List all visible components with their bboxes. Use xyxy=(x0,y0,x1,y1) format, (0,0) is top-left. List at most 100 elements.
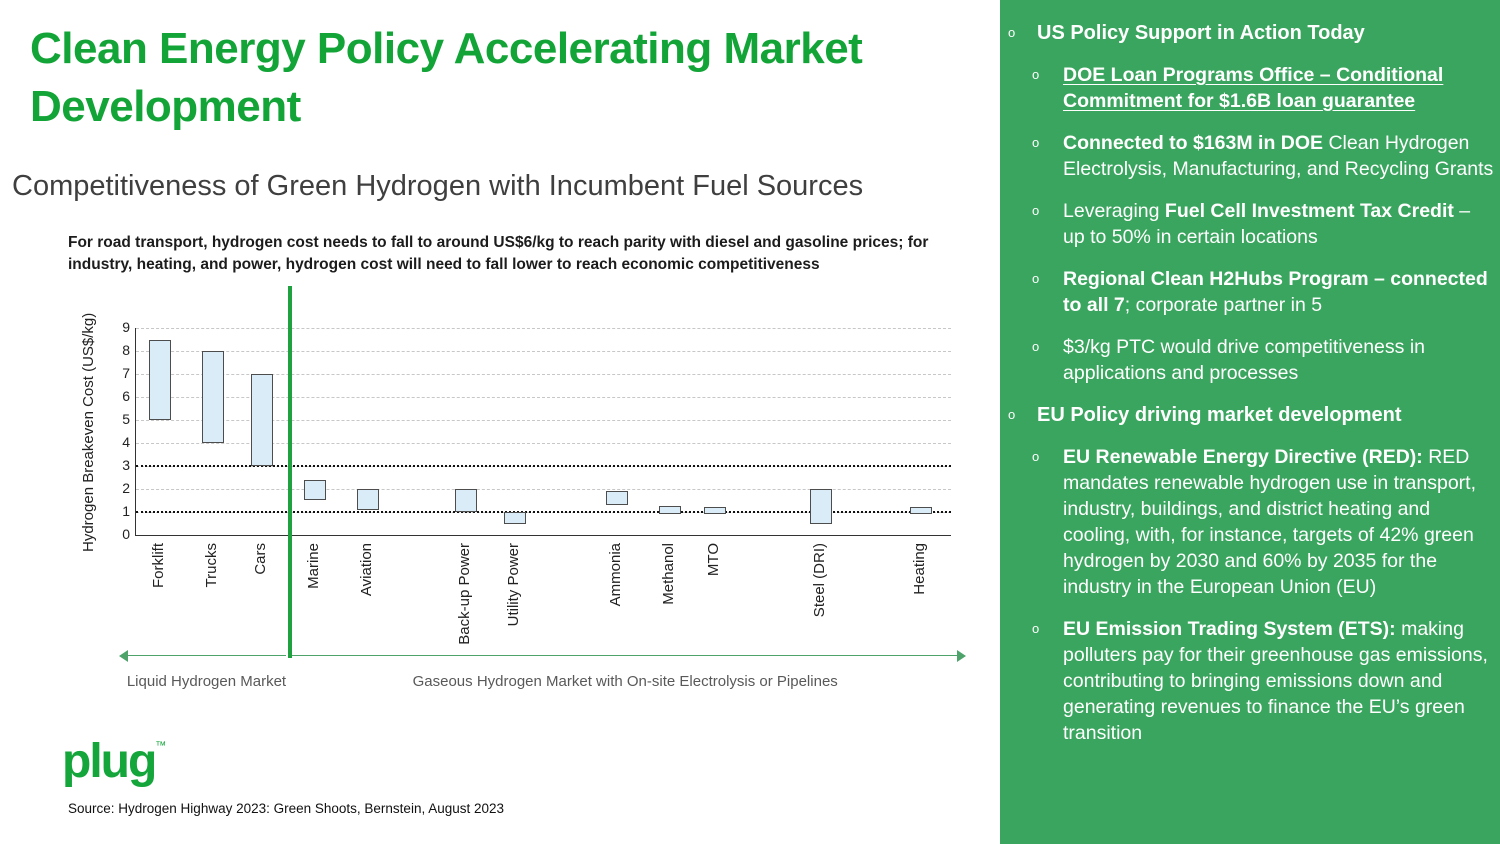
range-bar xyxy=(503,512,526,524)
bullet-item: o EU Policy driving market development xyxy=(1008,402,1494,428)
range-bar xyxy=(909,507,932,515)
threshold-line xyxy=(136,511,951,513)
threshold-line xyxy=(136,465,951,467)
bullet-marker-icon: o xyxy=(1008,25,1016,40)
bullet-text: Leveraging Fuel Cell Investment Tax Cred… xyxy=(1063,198,1494,250)
category-label: Steel (DRI) xyxy=(810,543,828,618)
bullet-marker-icon: o xyxy=(1032,271,1040,286)
bullet-item: o Regional Clean H2Hubs Program – connect… xyxy=(1032,266,1494,318)
range-bar xyxy=(149,339,172,420)
range-bar xyxy=(658,506,681,515)
bullet-text-segment: ; corporate partner in 5 xyxy=(1124,294,1323,316)
gridline xyxy=(136,489,951,490)
bullet-marker-icon: o xyxy=(1032,67,1040,82)
bullet-marker-icon: o xyxy=(1032,621,1040,636)
arrowhead-icon xyxy=(957,650,967,662)
bullet-marker-icon: o xyxy=(1032,449,1040,464)
bullet-marker-icon: o xyxy=(1032,135,1040,150)
bullet-text-segment: Connected to $163M in DOE xyxy=(1063,132,1329,154)
bullet-text: EU Emission Trading System (ETS): making… xyxy=(1063,616,1494,746)
chart-caption: For road transport, hydrogen cost needs … xyxy=(68,234,929,274)
range-bar xyxy=(357,489,380,510)
y-tick-label: 7 xyxy=(122,365,130,381)
gridline xyxy=(136,374,951,375)
y-tick-label: 5 xyxy=(122,411,130,427)
bullet-text-segment: EU Policy driving market development xyxy=(1037,404,1402,426)
category-label: Utility Power xyxy=(504,543,522,627)
chart-section-heading: Competitiveness of Green Hydrogen with I… xyxy=(12,170,864,202)
gridline xyxy=(136,328,951,329)
plug-logo: plug™ xyxy=(62,738,166,786)
bullet-text-segment: Regional Clean H2Hubs Program – connecte… xyxy=(1063,268,1488,316)
market-arrow xyxy=(126,655,286,656)
category-label: Forklift xyxy=(150,543,168,588)
category-label: Heating xyxy=(910,543,928,595)
bullet-text-segment: EU Emission Trading System (ETS): xyxy=(1063,618,1396,640)
plug-logo-text: plug xyxy=(62,735,157,788)
category-label: Trucks xyxy=(203,543,221,588)
bullet-text-segment: $3/kg PTC would drive competitiveness in… xyxy=(1063,336,1425,384)
policy-panel: o US Policy Support in Action Today o DOE L… xyxy=(1000,0,1500,844)
category-label: Methanol xyxy=(659,543,677,605)
y-tick-label: 1 xyxy=(122,503,130,519)
bullet-text: DOE Loan Programs Office – Conditional C… xyxy=(1063,62,1494,114)
bullet-item: o EU Emission Trading System (ETS): makin… xyxy=(1032,616,1494,746)
y-tick-label: 2 xyxy=(122,480,130,496)
y-tick-label: 0 xyxy=(122,526,130,542)
y-axis-label: Hydrogen Breakeven Cost (US$/kg) xyxy=(80,312,97,552)
category-label: Marine xyxy=(305,543,323,589)
gridline xyxy=(136,420,951,421)
range-bar xyxy=(455,489,478,512)
range-bar xyxy=(304,479,327,501)
bullet-text: US Policy Support in Action Today xyxy=(1037,20,1365,46)
range-bar xyxy=(605,491,628,506)
bullet-text-segment: Clean Hydrogen Electrolysis, Manufacturi… xyxy=(1063,132,1494,180)
y-tick-label: 3 xyxy=(122,457,130,473)
range-bar xyxy=(809,489,832,524)
bullet-item: o $3/kg PTC would drive competitiveness i… xyxy=(1032,334,1494,386)
range-bar xyxy=(202,351,225,443)
source-note: Source: Hydrogen Highway 2023: Green Sho… xyxy=(68,801,505,816)
policy-bullet-list: o US Policy Support in Action Today o DOE L… xyxy=(1000,20,1494,746)
hydrogen-breakeven-chart: For road transport, hydrogen cost needs … xyxy=(68,226,968,726)
page-title: Clean Energy Policy Accelerating Market … xyxy=(30,20,998,136)
market-arrow xyxy=(292,655,959,656)
bullet-text-segment: – up to 50% in certain locations xyxy=(1063,200,1471,248)
category-label: Ammonia xyxy=(606,543,624,607)
bullet-item: o Leveraging Fuel Cell Investment Tax Cre… xyxy=(1032,198,1494,250)
y-tick-label: 6 xyxy=(122,388,130,404)
bullet-marker-icon: o xyxy=(1032,203,1040,218)
bullet-text: Regional Clean H2Hubs Program – connecte… xyxy=(1063,266,1494,318)
category-label: Aviation xyxy=(358,543,376,597)
bullet-text-segment: RED mandates renewable hydrogen use in t… xyxy=(1063,446,1477,598)
bullet-text: $3/kg PTC would drive competitiveness in… xyxy=(1063,334,1494,386)
y-tick-label: 8 xyxy=(122,342,130,358)
bullet-text-segment: Leveraging xyxy=(1063,200,1165,222)
category-label: Back-up Power xyxy=(456,543,474,645)
bullet-text-segment: making polluters pay for their greenhous… xyxy=(1063,618,1488,744)
range-bar xyxy=(703,507,726,515)
page-title-line1: Clean Energy Policy Accelerating Market xyxy=(30,24,863,73)
y-tick-label: 9 xyxy=(122,319,130,335)
bullet-marker-icon: o xyxy=(1032,339,1040,354)
y-tick-label: 4 xyxy=(122,434,130,450)
bullet-item: o DOE Loan Programs Office – Conditional … xyxy=(1032,62,1494,114)
gridline xyxy=(136,397,951,398)
market-divider-line xyxy=(287,286,292,658)
bullet-text-segment: DOE Loan Programs Office – Conditional C… xyxy=(1063,64,1444,112)
bullet-text-segment: Fuel Cell Investment Tax Credit xyxy=(1164,200,1454,222)
bullet-item: o US Policy Support in Action Today xyxy=(1008,20,1494,46)
plot-area xyxy=(135,328,951,536)
trademark-symbol: ™ xyxy=(155,740,167,752)
slide-left-section: Clean Energy Policy Accelerating Market … xyxy=(12,20,998,816)
bullet-text: EU Renewable Energy Directive (RED): RED… xyxy=(1063,444,1494,600)
bullet-item: o Connected to $163M in DOE Clean Hydroge… xyxy=(1032,130,1494,182)
market-arrow-label: Liquid Hydrogen Market xyxy=(126,673,287,690)
bullet-item: o EU Renewable Energy Directive (RED): RE… xyxy=(1032,444,1494,600)
gridline xyxy=(136,351,951,352)
market-arrow-label: Gaseous Hydrogen Market with On-site Ele… xyxy=(412,673,838,690)
bullet-text: Connected to $163M in DOE Clean Hydrogen… xyxy=(1063,130,1494,182)
gridline xyxy=(136,443,951,444)
category-label: Cars xyxy=(252,543,270,575)
